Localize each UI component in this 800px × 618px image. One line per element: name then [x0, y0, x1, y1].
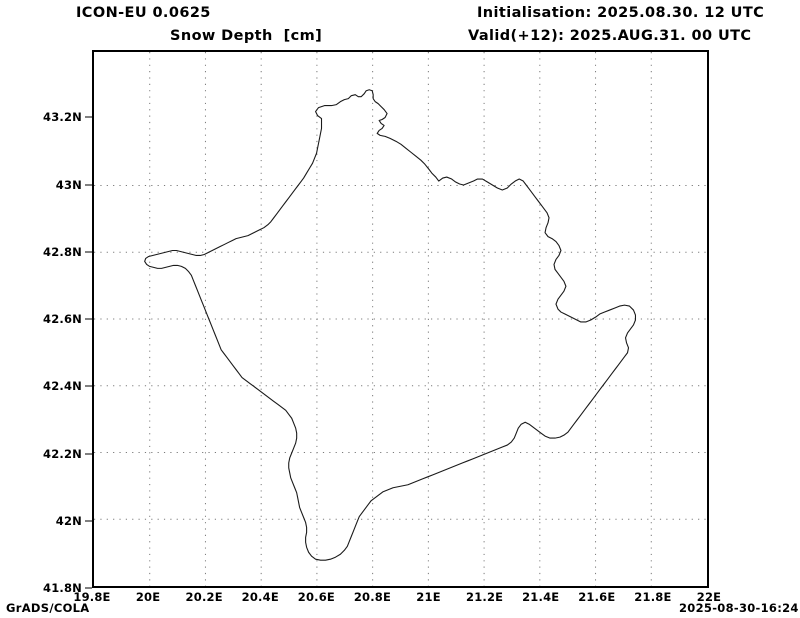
x-axis-tick-label: 21.8E: [634, 590, 672, 604]
y-axis-tick-label: 42.6N: [43, 312, 82, 326]
map-plot-frame: [92, 50, 709, 588]
y-axis-tick-mark: [85, 184, 92, 185]
field-title: Snow Depth [cm]: [170, 28, 323, 44]
initialisation-label: Initialisation: 2025.08.30. 12 UTC: [477, 5, 765, 21]
y-axis-tick-label: 42.8N: [43, 244, 82, 259]
valid-time-label: Valid(+12): 2025.AUG.31. 00 UTC: [468, 28, 752, 44]
y-axis-tick-label: 42N: [55, 513, 82, 528]
y-axis-tick-label: 43N: [55, 177, 82, 192]
x-axis-tick-label: 20E: [135, 590, 161, 604]
grads-credit-label: GrADS/COLA: [6, 601, 90, 615]
grid-layer: [94, 52, 707, 586]
y-axis-tick-mark: [85, 385, 92, 387]
model-title: ICON-EU 0.0625: [76, 5, 211, 21]
y-axis-tick-label: 42.4N: [43, 379, 82, 394]
country-border-layer: [144, 89, 637, 561]
x-axis-tick-label: 21.2E: [466, 590, 504, 604]
x-axis-tick-label: 20.8E: [353, 590, 392, 604]
x-axis-tick-label: 21.4E: [522, 590, 560, 604]
x-axis-tick-label: 21.6E: [578, 590, 616, 604]
x-axis-tick-label: 20.4E: [241, 590, 279, 604]
x-axis-tick-label: 21E: [416, 590, 441, 604]
y-axis-tick-mark: [85, 587, 92, 589]
y-axis-tick-mark: [85, 520, 92, 522]
x-axis-tick-label: 20.6E: [297, 590, 335, 604]
country-border-outline: [144, 89, 637, 561]
x-axis-tick-label: 19.8E: [73, 590, 111, 604]
generation-timestamp-label: 2025-08-30-16:24: [679, 601, 799, 615]
y-axis-tick-label: 43.2N: [43, 110, 82, 125]
y-axis-tick-mark: [85, 251, 92, 253]
x-axis-tick-label: 22E: [696, 590, 722, 604]
x-axis-tick-label: 20.2E: [185, 590, 223, 604]
y-axis-tick-mark: [85, 116, 92, 118]
y-axis-tick-label: 42.2N: [43, 446, 82, 461]
y-axis-tick-mark: [85, 318, 92, 320]
y-axis-tick-mark: [85, 453, 92, 454]
y-axis-tick-label: 41.8N: [43, 581, 82, 595]
